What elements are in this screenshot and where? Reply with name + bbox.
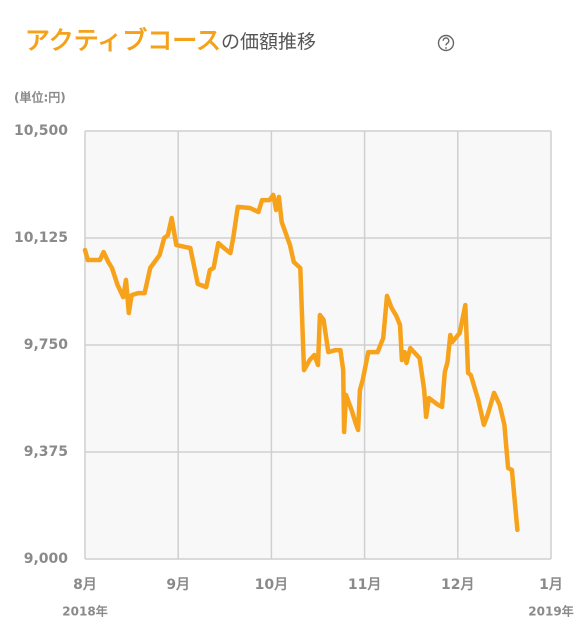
unit-label: (単位:円)	[14, 90, 66, 105]
help-icon[interactable]	[437, 34, 455, 52]
x-tick-label: 12月	[441, 577, 474, 593]
grid	[84, 130, 552, 560]
y-tick-label: 10,500	[14, 123, 68, 139]
chart-title: アクティブコースの価額推移	[25, 26, 316, 55]
x-tick-label: 11月	[348, 577, 381, 593]
x-tick-label: 10月	[255, 577, 288, 593]
x-tick-label: 1月	[539, 577, 563, 593]
title-rest: の価額推移	[221, 31, 316, 53]
y-tick-label: 9,375	[24, 444, 68, 460]
y-tick-label: 9,000	[24, 551, 69, 567]
x-tick-label: 8月	[73, 577, 97, 593]
x-tick-sublabel: 2018年	[62, 604, 107, 619]
marks	[82, 192, 520, 533]
x-tick-sublabel: 2019年	[528, 604, 573, 619]
y-tick-label: 9,750	[24, 337, 69, 353]
y-tick-label: 10,125	[14, 230, 68, 246]
labels: 9,000 9,375 9,750 10,125 10,500 8月 2018年 9月 10月 1…	[14, 123, 574, 619]
title-highlight: アクティブコース	[25, 26, 221, 55]
price-line	[82, 192, 520, 533]
x-tick-label: 9月	[166, 577, 190, 593]
